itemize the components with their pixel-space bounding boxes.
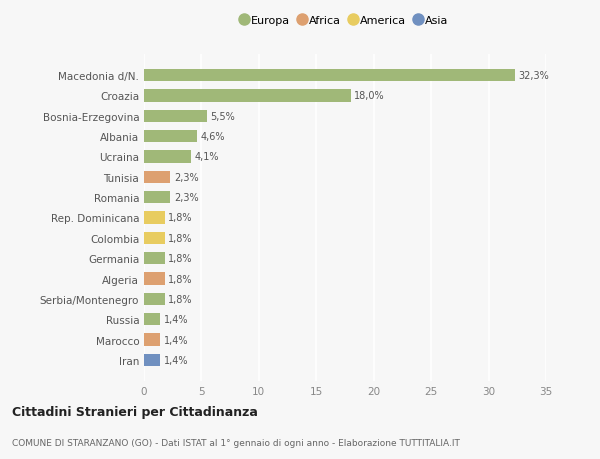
Bar xyxy=(144,293,164,305)
Legend: Europa, Africa, America, Asia: Europa, Africa, America, Asia xyxy=(237,12,453,31)
Text: 1,4%: 1,4% xyxy=(164,355,188,365)
Bar xyxy=(144,192,170,204)
Bar xyxy=(144,151,191,163)
Bar xyxy=(144,334,160,346)
Bar xyxy=(144,131,197,143)
Bar xyxy=(144,232,164,244)
Text: 1,8%: 1,8% xyxy=(168,254,193,263)
Text: Cittadini Stranieri per Cittadinanza: Cittadini Stranieri per Cittadinanza xyxy=(12,405,258,419)
Text: 18,0%: 18,0% xyxy=(354,91,385,101)
Text: 4,1%: 4,1% xyxy=(194,152,219,162)
Bar xyxy=(144,90,351,102)
Bar xyxy=(144,70,515,82)
Text: 32,3%: 32,3% xyxy=(518,71,549,81)
Bar xyxy=(144,111,207,123)
Text: 1,4%: 1,4% xyxy=(164,314,188,325)
Text: 1,8%: 1,8% xyxy=(168,233,193,243)
Bar xyxy=(144,252,164,265)
Text: 2,3%: 2,3% xyxy=(174,173,199,182)
Text: 1,8%: 1,8% xyxy=(168,294,193,304)
Bar xyxy=(144,273,164,285)
Text: 1,8%: 1,8% xyxy=(168,213,193,223)
Bar xyxy=(144,354,160,366)
Text: COMUNE DI STARANZANO (GO) - Dati ISTAT al 1° gennaio di ogni anno - Elaborazione: COMUNE DI STARANZANO (GO) - Dati ISTAT a… xyxy=(12,438,460,447)
Text: 2,3%: 2,3% xyxy=(174,193,199,203)
Bar xyxy=(144,212,164,224)
Text: 5,5%: 5,5% xyxy=(211,112,235,122)
Text: 1,4%: 1,4% xyxy=(164,335,188,345)
Bar xyxy=(144,171,170,184)
Text: 1,8%: 1,8% xyxy=(168,274,193,284)
Bar xyxy=(144,313,160,325)
Text: 4,6%: 4,6% xyxy=(200,132,225,142)
